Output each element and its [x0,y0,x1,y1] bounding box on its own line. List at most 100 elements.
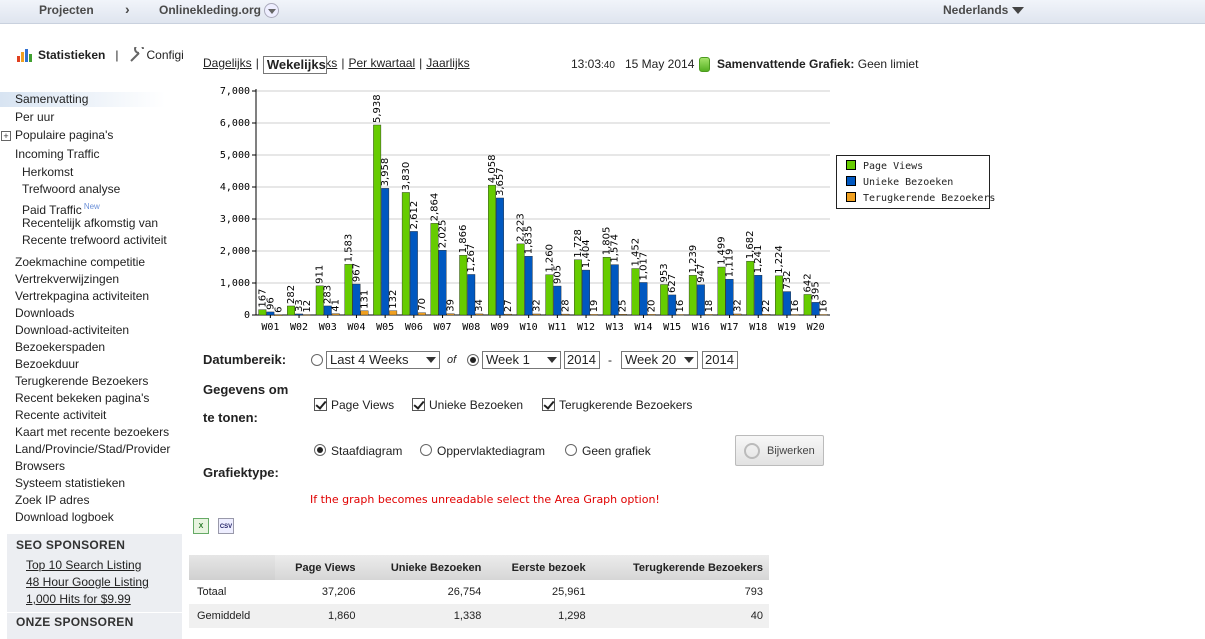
area-chart-option: Oppervlaktediagram [437,444,546,458]
area-chart-radio[interactable] [420,444,432,456]
sponsor-link-hits[interactable]: 1,000 Hits for $9.99 [26,592,131,606]
sidebar-item[interactable]: Herkomst [22,165,74,179]
table-row: Totaal 37,206 26,754 25,961 793 [189,580,769,604]
sidebar-item[interactable]: Bezoekduur [15,357,80,371]
page-views-checkbox[interactable] [314,398,327,411]
sidebar-item[interactable]: Land/Provincie/Stad/Provider [15,442,171,456]
sidebar-item[interactable]: Vertrekpagina activiteiten [15,289,150,303]
of-label: of [447,354,457,366]
range-preset-radio[interactable] [311,354,323,366]
row-label: Gemiddeld [189,604,275,628]
data-label: 1,452 [630,238,641,267]
sidebar-item[interactable]: Vertrekverwijzingen [15,272,120,286]
period-tab[interactable]: Jaarlijks [426,56,470,70]
bar-terugkerende-bezoekers [446,313,455,316]
legend-label: Page Views [863,161,924,172]
year-to-input[interactable]: 2014 [702,351,738,369]
sidebar-item[interactable]: Browsers [15,459,66,473]
site-selector[interactable]: Onlinekleding.org [159,3,280,19]
sidebar-item[interactable]: Systeem statistieken [15,476,126,490]
range-dash: - [608,353,612,367]
data-label: 25 [618,299,629,312]
sidebar-item[interactable]: Populaire pagina's [15,128,114,142]
csv-export-icon[interactable]: CSV [218,518,234,534]
data-label: 283 [323,285,334,304]
bar-terugkerende-bezoekers [561,313,570,316]
sidebar-item[interactable]: Downloads [15,306,75,320]
sidebar-item[interactable]: Recentelijk afkomstig van [22,216,159,230]
bar-page-views [488,184,496,316]
update-button[interactable]: Bijwerken [735,435,824,466]
custom-range-radio[interactable] [467,354,479,366]
sidebar-item[interactable]: Paid Traffic New [22,199,100,218]
sidebar-item[interactable]: Bezoekerspaden [15,340,106,354]
data-label: 6 [273,306,284,312]
sponsor-link-48hour[interactable]: 48 Hour Google Listing [26,575,149,589]
sidebar-item[interactable]: Kaart met recente bezoekers [15,425,170,439]
bar-page-views [344,264,353,316]
sidebar: Statistieken | Configi Samenvatting Per uu… [0,40,188,639]
projects-link[interactable]: Projecten [39,3,94,17]
sidebar-item[interactable]: Recente trefwoord activiteit [22,233,167,247]
data-label: 19 [589,300,600,313]
period-tab[interactable]: Per kwartaal [348,56,416,70]
data-label: 34 [474,299,485,312]
period-tab[interactable]: Wekelijks [262,56,327,74]
excel-export-icon[interactable]: X [193,518,209,534]
data-label: 96 [265,297,276,310]
dropdown-icon[interactable] [264,3,280,19]
y-tick-label: 7,000 [220,86,250,97]
week-from-select[interactable]: Week 1 [482,351,561,369]
bar-page-views [631,268,640,316]
sidebar-item[interactable]: Recent bekeken pagina's [15,391,150,405]
sidebar-item[interactable]: Incoming Traffic [15,147,100,161]
sidebar-item[interactable]: Zoekmachine competitie [15,255,146,269]
period-tab[interactable]: Dagelijks [203,56,252,70]
x-tick-label: W18 [749,322,767,333]
bar-terugkerende-bezoekers [590,314,598,316]
bar-page-views [401,192,410,316]
data-label: 1,583 [343,234,354,263]
sponsor-link-top10[interactable]: Top 10 Search Listing [26,558,142,572]
sidebar-item[interactable]: Samenvatting [0,92,165,107]
data-label: 947 [696,264,707,283]
sidebar-item[interactable]: Zoek IP adres [15,493,90,507]
week-to-select[interactable]: Week 20 [621,351,698,369]
sidebar-item[interactable]: Download-activiteiten [15,323,130,337]
data-label: 1,017 [638,252,649,281]
bar-terugkerende-bezoekers [647,314,656,316]
unique-visits-checkbox[interactable] [412,398,425,411]
year-from-input[interactable]: 2014 [564,351,600,369]
summary-graph-setting[interactable]: Samenvattende Grafiek: Geen limiet [717,57,918,71]
range-preset-select[interactable]: Last 4 Weeks [326,351,440,369]
data-label: 953 [659,263,670,282]
data-label: 16 [675,300,686,313]
header-returning-visitors: Terugkerende Bezoekers [591,555,769,580]
y-tick-label: 0 [244,310,250,321]
sidebar-item[interactable]: Recente activiteit [15,408,107,422]
language-selector[interactable]: Nederlands [943,3,1025,17]
bar-page-views [258,309,267,316]
sidebar-item[interactable]: Download logboek [15,510,114,524]
refresh-icon [744,443,760,459]
returning-visitors-checkbox[interactable] [542,398,555,411]
sidebar-item[interactable]: Trefwoord analyse [22,182,121,196]
bar-chart-radio[interactable] [314,444,326,456]
site-name: Onlinekleding.org [159,3,262,17]
no-chart-radio[interactable] [565,444,577,456]
statistics-tab[interactable]: Statistieken [38,48,106,62]
legend-item-unique-visits: Unieke Bezoeken [846,176,953,188]
data-label: 1,499 [717,236,728,265]
caret-down-icon [426,357,436,363]
header-page-views: Page Views [275,555,362,580]
config-tab[interactable]: Configi [146,48,184,62]
summary-label: Samenvattende Grafiek: [717,57,855,71]
expand-icon[interactable]: + [1,131,11,141]
data-to-show-label-1: Gegevens om [203,382,289,397]
x-tick-label: W03 [319,322,337,333]
sidebar-item[interactable]: Terugkerende Bezoekers [15,374,149,388]
y-tick-label: 3,000 [220,214,250,225]
sidebar-item[interactable]: Per uur [15,110,55,124]
y-tick-label: 5,000 [220,150,250,161]
table-cell: 1,338 [361,604,488,628]
